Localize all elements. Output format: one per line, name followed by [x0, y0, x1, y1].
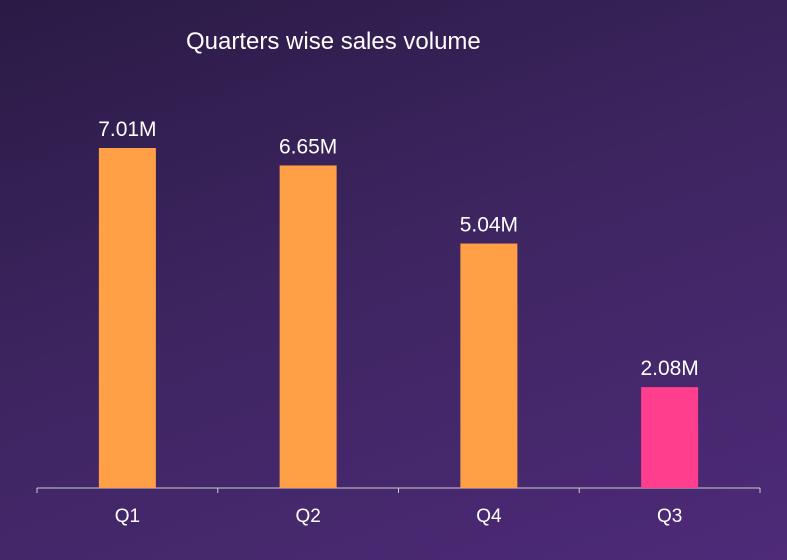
data-label-q3: 2.08M	[640, 357, 698, 380]
bar-q3	[641, 387, 699, 488]
x-tick-label-q4: Q4	[476, 506, 502, 527]
bar-q2	[279, 165, 337, 489]
x-tick-label-q1: Q1	[115, 506, 140, 527]
data-label-q2: 6.65M	[279, 135, 337, 158]
chart-title: Quarters wise sales volume	[186, 28, 481, 55]
bar-q1	[98, 148, 156, 488]
bar-q4	[460, 243, 518, 488]
data-label-q1: 7.01M	[98, 118, 156, 141]
data-label-q4: 5.04M	[460, 214, 518, 237]
x-tick-label-q3: Q3	[657, 506, 682, 527]
x-tick-label-q2: Q2	[295, 506, 320, 527]
